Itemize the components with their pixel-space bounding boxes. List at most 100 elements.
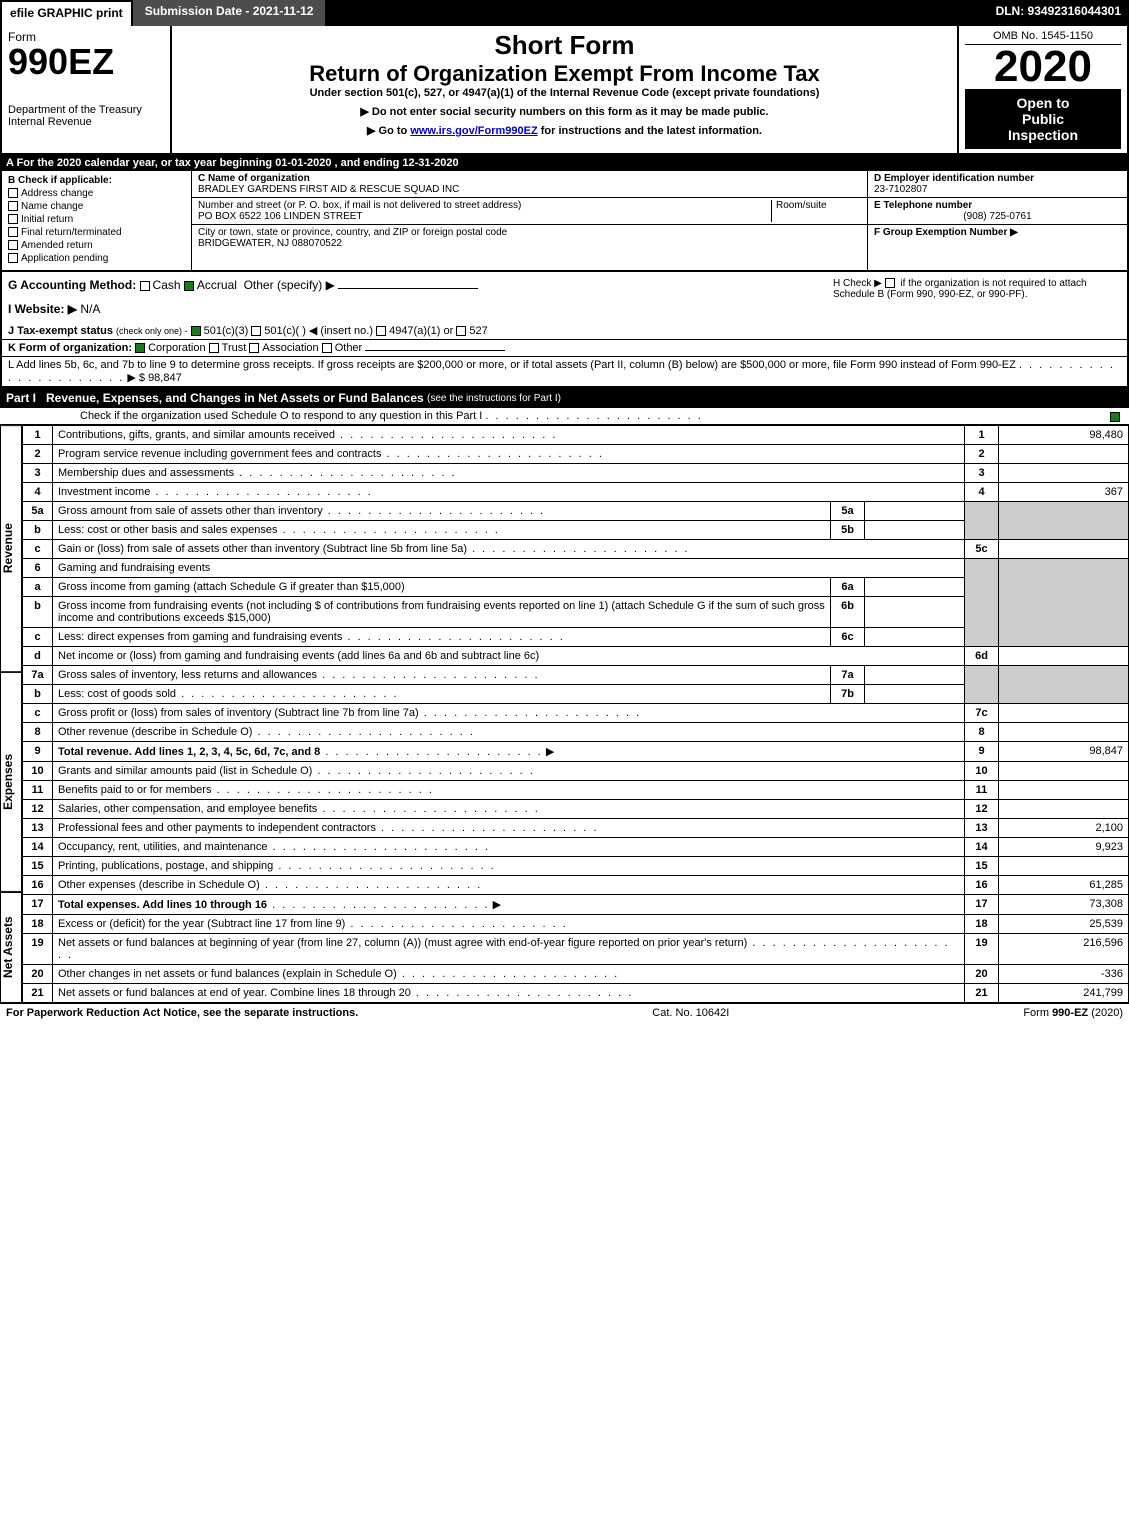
line-7b-subval bbox=[865, 685, 965, 704]
line-12-desc: Salaries, other compensation, and employ… bbox=[58, 803, 317, 815]
chk-527[interactable] bbox=[456, 326, 466, 336]
subtitle: Under section 501(c), 527, or 4947(a)(1)… bbox=[180, 87, 949, 99]
chk-address-change[interactable]: Address change bbox=[8, 188, 185, 199]
chk-accrual-label: Accrual bbox=[197, 278, 237, 292]
line-6c: cLess: direct expenses from gaming and f… bbox=[23, 628, 1129, 647]
city-label: City or town, state or province, country… bbox=[198, 227, 861, 238]
irs-link[interactable]: www.irs.gov/Form990EZ bbox=[410, 125, 537, 137]
line-4-val: 367 bbox=[999, 483, 1129, 502]
part-1-table: 1 Contributions, gifts, grants, and simil… bbox=[22, 425, 1129, 1003]
shade-5-val bbox=[999, 502, 1129, 540]
section-def: D Employer identification number 23-7102… bbox=[867, 171, 1127, 270]
line-21-desc: Net assets or fund balances at end of ye… bbox=[58, 987, 411, 999]
chk-cash[interactable] bbox=[140, 281, 150, 291]
chk-501c3[interactable] bbox=[191, 326, 201, 336]
line-6d-desc: Net income or (loss) from gaming and fun… bbox=[53, 647, 965, 666]
line-15-val bbox=[999, 857, 1129, 876]
chk-application-pending-label: Application pending bbox=[21, 253, 108, 264]
line-1-num: 1 bbox=[23, 426, 53, 445]
efile-print-button[interactable]: efile GRAPHIC print bbox=[0, 0, 133, 26]
row-g: G Accounting Method: Cash Accrual Other … bbox=[8, 278, 821, 292]
line-15: 15Printing, publications, postage, and s… bbox=[23, 857, 1129, 876]
line-3-num: 3 bbox=[23, 464, 53, 483]
line-8-desc: Other revenue (describe in Schedule O) bbox=[58, 726, 252, 738]
line-6d-box: 6d bbox=[965, 647, 999, 666]
chk-application-pending[interactable]: Application pending bbox=[8, 253, 185, 264]
line-10-box: 10 bbox=[965, 762, 999, 781]
row-l-amount: 98,847 bbox=[148, 372, 182, 384]
line-6c-sub: 6c bbox=[831, 628, 865, 647]
line-21-num: 21 bbox=[23, 984, 53, 1003]
shade-5 bbox=[965, 502, 999, 540]
line-13-box: 13 bbox=[965, 819, 999, 838]
line-1-desc: Contributions, gifts, grants, and simila… bbox=[58, 429, 335, 441]
chk-4947a1-label: 4947(a)(1) or bbox=[389, 325, 453, 337]
chk-amended-return[interactable]: Amended return bbox=[8, 240, 185, 251]
chk-accrual[interactable] bbox=[184, 281, 194, 291]
line-3-desc: Membership dues and assessments bbox=[58, 467, 234, 479]
line-7a-subval bbox=[865, 666, 965, 685]
chk-schedule-b-not-required[interactable] bbox=[885, 278, 895, 288]
line-7a-sub: 7a bbox=[831, 666, 865, 685]
room-label: Room/suite bbox=[776, 200, 861, 211]
line-6b-sub: 6b bbox=[831, 597, 865, 628]
line-12-val bbox=[999, 800, 1129, 819]
line-16-desc: Other expenses (describe in Schedule O) bbox=[58, 879, 260, 891]
chk-final-return[interactable]: Final return/terminated bbox=[8, 227, 185, 238]
chk-501c3-label: 501(c)(3) bbox=[204, 325, 249, 337]
footer-right: Form 990-EZ (2020) bbox=[1023, 1007, 1123, 1019]
open-to-public-inspection: Open to Public Inspection bbox=[965, 89, 1121, 149]
chk-corporation[interactable] bbox=[135, 343, 145, 353]
line-9: 9Total revenue. Add lines 1, 2, 3, 4, 5c… bbox=[23, 742, 1129, 762]
chk-501c[interactable] bbox=[251, 326, 261, 336]
chk-schedule-o-used[interactable] bbox=[1110, 412, 1120, 422]
line-19-num: 19 bbox=[23, 934, 53, 965]
shade-7 bbox=[965, 666, 999, 704]
chk-name-change-label: Name change bbox=[21, 201, 83, 212]
line-5c-num: c bbox=[23, 540, 53, 559]
chk-other-org-label: Other bbox=[335, 342, 363, 354]
chk-4947a1[interactable] bbox=[376, 326, 386, 336]
line-11-desc: Benefits paid to or for members bbox=[58, 784, 211, 796]
part-1-title: Revenue, Expenses, and Changes in Net As… bbox=[46, 391, 424, 405]
header-left: Form 990EZ Department of the Treasury In… bbox=[2, 26, 172, 153]
chk-other-org[interactable] bbox=[322, 343, 332, 353]
row-l-text: L Add lines 5b, 6c, and 7b to line 9 to … bbox=[8, 359, 1016, 371]
line-5b-desc: Less: cost or other basis and sales expe… bbox=[58, 524, 278, 536]
shade-6-val bbox=[999, 559, 1129, 647]
line-8-num: 8 bbox=[23, 723, 53, 742]
section-bcd: B Check if applicable: Address change Na… bbox=[0, 171, 1129, 272]
other-org-input[interactable] bbox=[365, 350, 505, 351]
line-7b-desc: Less: cost of goods sold bbox=[58, 688, 176, 700]
form-header: Form 990EZ Department of the Treasury In… bbox=[0, 26, 1129, 155]
line-14: 14Occupancy, rent, utilities, and mainte… bbox=[23, 838, 1129, 857]
note-no-ssn: ▶ Do not enter social security numbers o… bbox=[180, 105, 949, 118]
chk-name-change[interactable]: Name change bbox=[8, 201, 185, 212]
line-21-box: 21 bbox=[965, 984, 999, 1003]
row-j-label: J Tax-exempt status bbox=[8, 325, 113, 337]
line-14-val: 9,923 bbox=[999, 838, 1129, 857]
chk-initial-return-label: Initial return bbox=[21, 214, 73, 225]
line-10-desc: Grants and similar amounts paid (list in… bbox=[58, 765, 312, 777]
row-i: I Website: ▶ N/A bbox=[8, 302, 821, 316]
line-16-num: 16 bbox=[23, 876, 53, 895]
line-5a: 5aGross amount from sale of assets other… bbox=[23, 502, 1129, 521]
line-8: 8Other revenue (describe in Schedule O)8 bbox=[23, 723, 1129, 742]
other-specify-input[interactable] bbox=[338, 288, 478, 289]
line-4-box: 4 bbox=[965, 483, 999, 502]
line-9-num: 9 bbox=[23, 742, 53, 762]
chk-trust[interactable] bbox=[209, 343, 219, 353]
chk-association[interactable] bbox=[249, 343, 259, 353]
chk-corporation-label: Corporation bbox=[148, 342, 205, 354]
part-1-check-dots bbox=[485, 410, 702, 422]
line-14-num: 14 bbox=[23, 838, 53, 857]
form-number: 990EZ bbox=[8, 44, 164, 80]
footer-left: For Paperwork Reduction Act Notice, see … bbox=[6, 1007, 358, 1019]
chk-initial-return[interactable]: Initial return bbox=[8, 214, 185, 225]
line-18: 18Excess or (deficit) for the year (Subt… bbox=[23, 915, 1129, 934]
line-17-desc: Total expenses. Add lines 10 through 16 bbox=[58, 899, 267, 911]
line-13-val: 2,100 bbox=[999, 819, 1129, 838]
line-10: 10 Grants and similar amounts paid (list … bbox=[23, 762, 1129, 781]
chk-cash-label: Cash bbox=[153, 278, 181, 292]
line-6b-desc: Gross income from fundraising events (no… bbox=[53, 597, 831, 628]
